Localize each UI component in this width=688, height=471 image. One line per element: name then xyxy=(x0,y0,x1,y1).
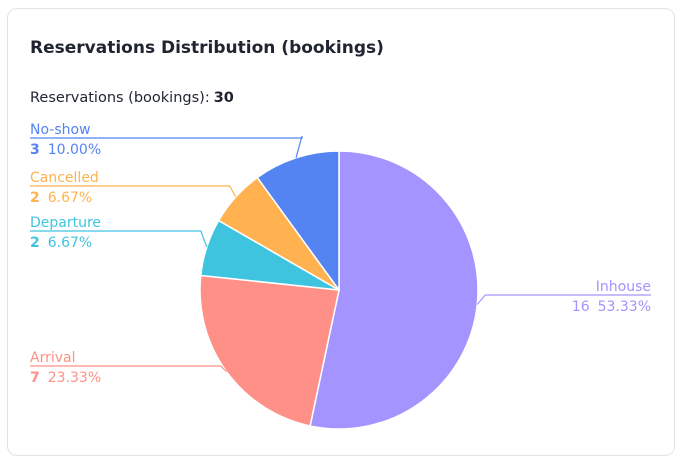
slice-label-cancelled: Cancelled xyxy=(30,170,99,186)
total-label: Reservations (bookings): xyxy=(30,90,210,106)
total-reservations: Reservations (bookings): 30 xyxy=(30,90,234,106)
slice-value-cancelled: 2 6.67% xyxy=(30,190,92,206)
slice-value-departure: 2 6.67% xyxy=(30,235,92,251)
slice-label-arrival: Arrival xyxy=(30,350,76,366)
pie-slice-no-show[interactable] xyxy=(256,150,340,293)
chart-title: Reservations Distribution (bookings) xyxy=(30,38,384,58)
leader-line-arrival xyxy=(30,365,227,373)
leader-line-no-show xyxy=(30,135,303,158)
pie-slice-arrival[interactable] xyxy=(199,274,340,427)
slice-value-no-show: 3 10.00% xyxy=(30,142,101,158)
slice-label-inhouse: Inhouse xyxy=(596,279,651,295)
leader-line-cancelled xyxy=(30,185,237,198)
leader-line-departure xyxy=(30,230,208,248)
leader-line-inhouse xyxy=(476,294,651,305)
total-value: 30 xyxy=(213,90,234,106)
slice-label-departure: Departure xyxy=(30,215,101,231)
pie-slice-inhouse[interactable] xyxy=(309,150,479,430)
slice-label-no-show: No-show xyxy=(30,122,91,138)
slice-value-arrival: 7 23.33% xyxy=(30,370,101,386)
slice-value-inhouse: 16 53.33% xyxy=(572,299,651,315)
